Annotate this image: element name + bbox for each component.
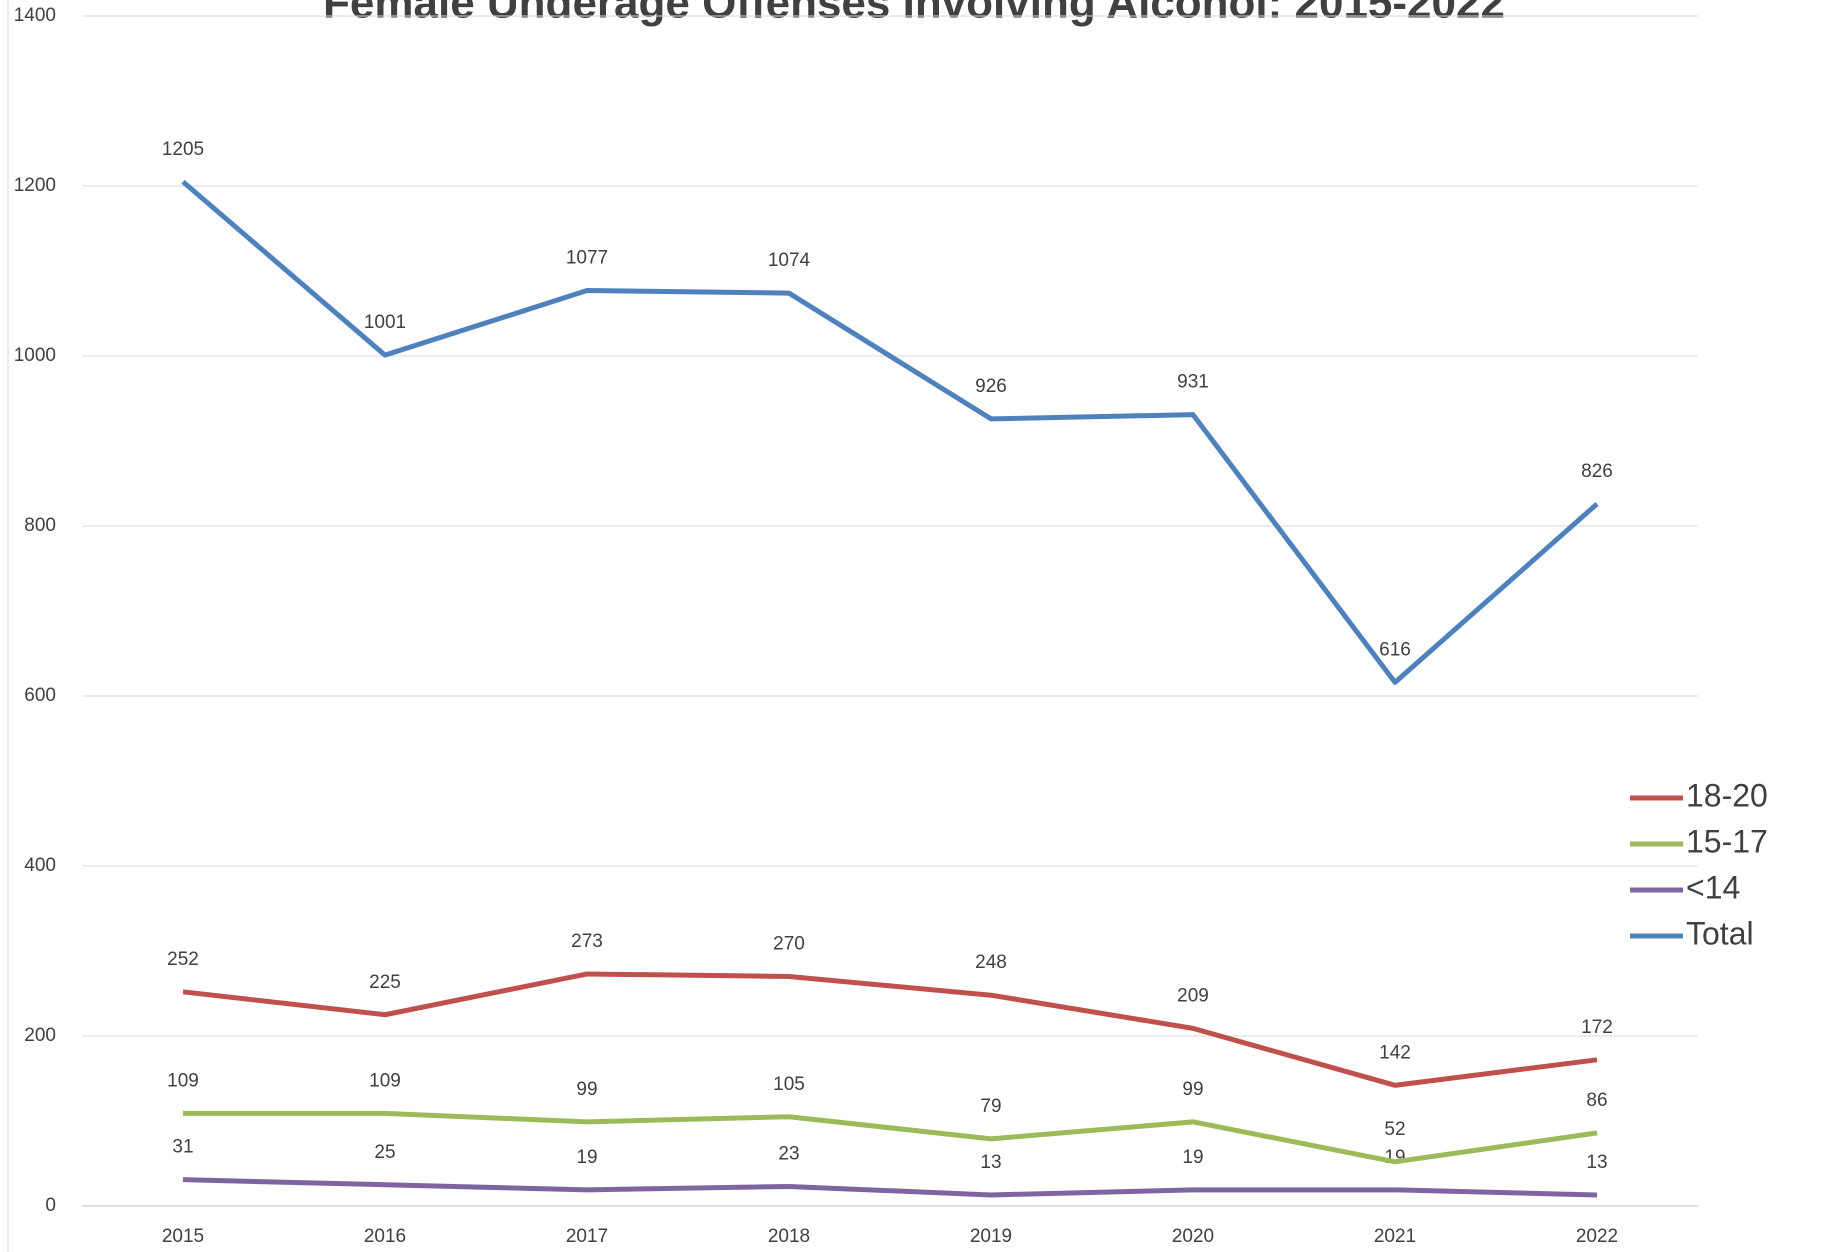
data-label: 99	[1182, 1079, 1203, 1100]
data-label: 23	[778, 1143, 799, 1164]
data-label: 1205	[162, 139, 204, 160]
data-label: 52	[1384, 1119, 1405, 1140]
data-label: 1074	[768, 250, 811, 271]
data-label: 826	[1581, 461, 1613, 482]
data-label: 13	[1586, 1152, 1607, 1173]
x-tick-label: 2021	[1374, 1226, 1416, 1247]
series-line	[182, 1177, 1598, 1198]
x-tick-label: 2019	[970, 1226, 1012, 1247]
series-line	[182, 971, 1598, 1088]
data-label: 209	[1177, 985, 1209, 1006]
data-label: 270	[773, 934, 805, 955]
data-label: 109	[167, 1070, 199, 1091]
y-tick-label: 1400	[14, 5, 56, 26]
y-tick-label: 0	[45, 1195, 56, 1216]
legend-label: Total	[1686, 915, 1754, 951]
data-label: 19	[1182, 1147, 1203, 1168]
x-tick-label: 2016	[364, 1226, 406, 1247]
data-label: 273	[571, 931, 603, 952]
data-label: 252	[167, 949, 199, 970]
y-tick-label: 600	[24, 685, 56, 706]
data-label: 172	[1581, 1017, 1613, 1038]
legend-label: 15-17	[1686, 823, 1768, 859]
data-label: 25	[374, 1142, 395, 1163]
series-line	[181, 179, 1599, 685]
data-label: 225	[369, 972, 401, 993]
y-tick-label: 400	[24, 855, 56, 876]
y-tick-label: 1000	[14, 345, 56, 366]
data-label: 248	[975, 952, 1007, 973]
series-line	[183, 1110, 1598, 1165]
x-tick-label: 2017	[566, 1226, 608, 1247]
data-label: 99	[576, 1079, 597, 1100]
x-tick-label: 2018	[768, 1226, 810, 1247]
data-label: 1077	[566, 248, 608, 269]
data-label: 79	[980, 1096, 1001, 1117]
legend-label: 18-20	[1686, 777, 1768, 813]
legend-label: <14	[1686, 869, 1740, 905]
data-label: 13	[980, 1152, 1001, 1173]
data-label: 926	[975, 376, 1007, 397]
chart-title: Female Underage Offenses Involving Alcoh…	[323, 0, 1505, 28]
data-label: 19	[1384, 1147, 1405, 1168]
x-tick-label: 2022	[1576, 1226, 1618, 1247]
data-label: 142	[1379, 1042, 1411, 1063]
data-label: 931	[1177, 372, 1209, 393]
data-label: 31	[172, 1137, 193, 1158]
x-tick-label: 2020	[1172, 1226, 1214, 1247]
data-label: 616	[1379, 639, 1411, 660]
data-label: 109	[369, 1070, 401, 1091]
x-tick-label: 2015	[162, 1226, 204, 1247]
data-label: 19	[576, 1147, 597, 1168]
data-label: 86	[1586, 1090, 1607, 1111]
data-label: 1001	[364, 312, 406, 333]
y-tick-label: 1200	[14, 175, 56, 196]
data-label: 105	[773, 1074, 805, 1095]
y-tick-label: 800	[24, 515, 56, 536]
y-tick-label: 200	[24, 1025, 56, 1046]
